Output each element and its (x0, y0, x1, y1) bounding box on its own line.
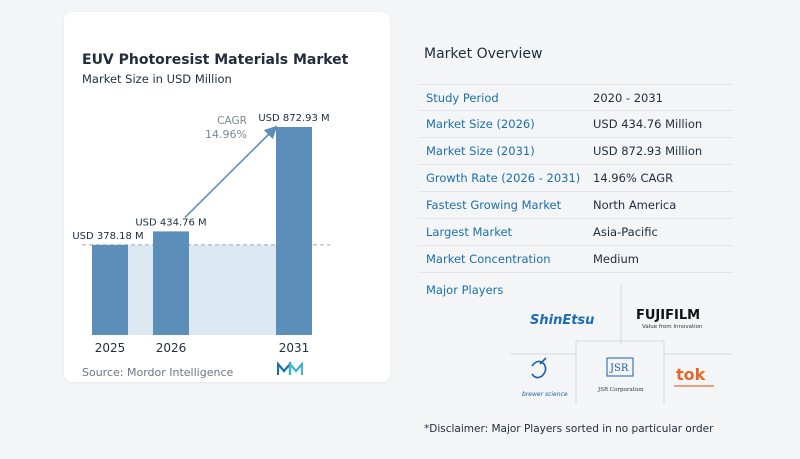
mordor-logo-icon (277, 362, 303, 375)
tok-logo-icon: tok (674, 365, 714, 387)
overview-row: Market Concentration Medium (418, 246, 733, 273)
row-value: 14.96% CAGR (593, 171, 674, 185)
chart-title: EUV Photoresist Materials Market (82, 52, 349, 68)
fujifilm-tagline: Value from Innovation (642, 324, 703, 330)
row-value: 2020 - 2031 (593, 90, 663, 105)
shinetsu-logo-text: ShinEtsu (530, 313, 594, 328)
x-tick-2026: 2026 (156, 341, 187, 355)
row-key: Study Period (426, 90, 499, 105)
data-label-2025: USD 378.18 M (72, 231, 143, 242)
row-key: Fastest Growing Market (426, 198, 562, 212)
jsr-corporation-text: JSR Corporation (597, 387, 644, 393)
row-key: Largest Market (426, 225, 513, 239)
overview-table: Study Period 2020 - 2031 Market Size (202… (418, 84, 733, 273)
tok-logo-text: tok (676, 365, 706, 384)
row-value: Medium (593, 252, 639, 266)
overview-title: Market Overview (424, 46, 543, 62)
disclaimer-note: *Disclaimer: Major Players sorted in no … (424, 423, 714, 435)
data-label-2031: USD 872.93 M (258, 113, 329, 124)
row-key: Growth Rate (2026 - 2031) (426, 171, 581, 185)
data-label-2026: USD 434.76 M (135, 217, 206, 228)
players-title: Major Players (426, 283, 504, 297)
cagr-label: CAGR (217, 115, 247, 127)
row-value: North America (593, 198, 677, 212)
overview-row: Largest Market Asia-Pacific (418, 219, 733, 246)
fujifilm-logo-icon: FUJIFILM Value from Innovation (636, 308, 703, 330)
overview-row: Study Period 2020 - 2031 (418, 84, 733, 111)
overview-row: Fastest Growing Market North America (418, 192, 733, 219)
brewer-science-logo-icon: brewer science (522, 357, 568, 398)
brewer-logo-text: brewer science (522, 391, 568, 398)
jsr-logo-icon: JSR JSR Corporation (597, 357, 644, 393)
source-note: Source: Mordor Intelligence (82, 366, 234, 379)
shinetsu-logo-icon: ShinEtsu (530, 313, 594, 328)
overview-row: Market Size (2031) USD 872.93 Million (418, 138, 733, 165)
row-value: USD 872.93 Million (593, 144, 703, 158)
row-value: Asia-Pacific (593, 225, 658, 239)
row-value: USD 434.76 Million (593, 117, 703, 131)
bar-2026 (153, 231, 189, 335)
bar-2031 (276, 127, 312, 335)
overview-row: Growth Rate (2026 - 2031) 14.96% CAGR (418, 165, 733, 192)
baseline-band (128, 244, 276, 335)
overview-row: Market Size (2026) USD 434.76 Million (418, 111, 733, 138)
row-key: Market Size (2026) (426, 117, 535, 131)
players-logo-grid: ShinEtsu FUJIFILM Value from Innovation … (510, 284, 732, 404)
bar-2025 (92, 244, 128, 335)
row-key: Market Concentration (426, 252, 551, 266)
jsr-logo-text: JSR (609, 363, 629, 374)
chart-subtitle: Market Size in USD Million (82, 72, 232, 86)
cagr-value: 14.96% (205, 128, 247, 141)
x-tick-2031: 2031 (279, 341, 310, 355)
fujifilm-logo-text: FUJIFILM (636, 308, 700, 323)
x-tick-2025: 2025 (95, 341, 126, 355)
row-key: Market Size (2031) (426, 144, 535, 158)
cagr-arrow (184, 125, 278, 218)
